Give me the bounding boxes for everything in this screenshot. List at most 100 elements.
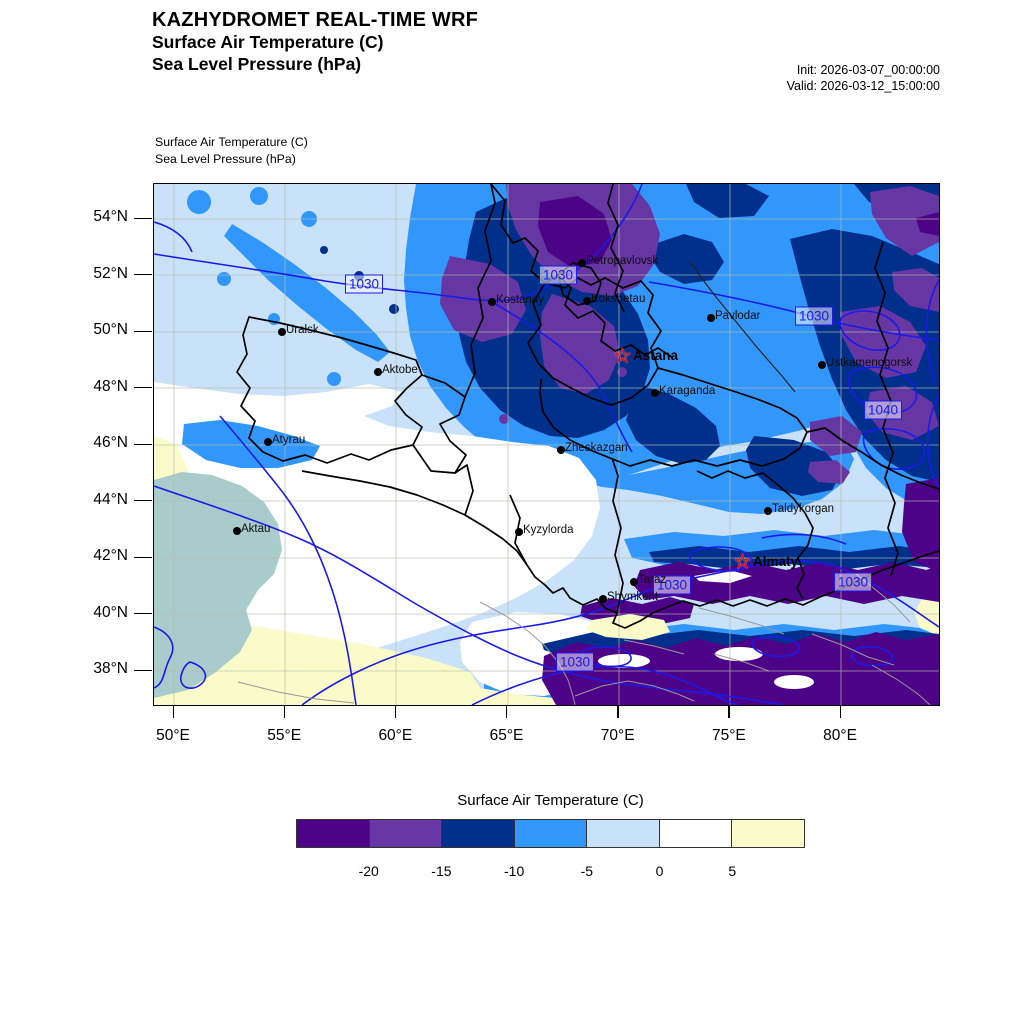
lat-tick-label: 50°N — [93, 321, 128, 338]
lat-tick-label: 40°N — [93, 603, 128, 621]
lon-tick-label: 70°E — [600, 727, 635, 744]
city-label: Zheskazgan — [565, 442, 628, 454]
colorbar-tick-label: -20 — [358, 863, 379, 879]
lon-tick-mark — [839, 705, 841, 718]
lon-tick-label: 75°E — [711, 727, 746, 744]
lon-tick-label: 55°E — [267, 727, 302, 744]
colorbar-tick-label: -10 — [504, 863, 525, 879]
city-label: Atyrau — [272, 434, 306, 446]
city-label: Uralsk — [286, 324, 319, 336]
city-label: Taraz — [638, 574, 667, 586]
city-label: Ustkamenogorsk — [826, 357, 913, 369]
lon-tick-label: 50°E — [156, 727, 190, 744]
colorbar-segment — [732, 820, 805, 847]
lat-tick-label: 48°N — [93, 377, 128, 395]
city-dot — [583, 297, 591, 305]
map-frame: 1030 1030 1030 1040 1030 1030 1030 Uralsk Aktob… — [93, 183, 940, 744]
city-dot — [764, 507, 772, 515]
city-dot — [557, 446, 565, 454]
colorbar-tick-label: 0 — [655, 863, 664, 879]
city-dot — [707, 314, 715, 322]
city-dot — [233, 527, 241, 535]
colorbar-segment — [514, 820, 588, 847]
colorbar-segment — [587, 820, 660, 847]
lat-tick-label: 46°N — [93, 434, 128, 451]
lon-tick-mark — [617, 705, 619, 718]
city-dot — [515, 528, 523, 536]
pressure-contour-label: 1040 — [863, 400, 903, 420]
lon-tick-mark — [172, 705, 174, 718]
lat-tick-mark — [134, 330, 152, 332]
lat-tick-label: 52°N — [93, 264, 128, 282]
lon-tick-label: 60°E — [378, 727, 413, 744]
pressure-contour-label: 1030 — [794, 306, 834, 326]
lat-tick-label: 44°N — [93, 490, 128, 508]
colorbar-segment — [369, 820, 443, 847]
capital-label: Astana — [633, 348, 679, 363]
valid-time: Valid: 2026-03-12_15:00:00 — [786, 79, 940, 94]
city-dot — [599, 595, 607, 603]
title-pressure-line: Sea Level Pressure (hPa) — [152, 53, 362, 74]
lon-tick-mark — [506, 705, 508, 718]
lat-tick-mark — [134, 274, 152, 276]
city-dot — [578, 259, 586, 267]
header-title-block: KAZHYDROMET REAL-TIME WRF Surface Air Te… — [152, 8, 478, 75]
colorbar-tick-label: -15 — [431, 863, 452, 879]
capital-label: Almaty — [753, 554, 799, 569]
city-label: Petropavlovsk — [586, 255, 659, 267]
lat-tick-label: 42°N — [93, 547, 128, 564]
map-subtitle-temp: Surface Air Temperature (C) — [155, 135, 308, 149]
city-label: Pavlodar — [715, 310, 761, 322]
colorbar-segment — [659, 820, 733, 847]
lat-tick-mark — [134, 387, 152, 389]
city-label: Taldykorgan — [772, 503, 835, 515]
city-dot — [630, 578, 638, 586]
city-dot — [651, 389, 659, 397]
city-dot — [818, 361, 826, 369]
pressure-contour-label: 1030 — [652, 575, 692, 595]
lon-tick-mark — [283, 705, 286, 718]
pressure-contour-label: 1030 — [538, 265, 578, 285]
colorbar-tick-label: 5 — [728, 863, 737, 879]
city-label: Kokshetau — [591, 293, 646, 305]
city-label: Aktau — [241, 523, 271, 535]
city-label: Shymkent — [607, 591, 659, 603]
capital-star-icon: ☆ — [614, 346, 632, 367]
city-dot — [264, 438, 272, 446]
capital-star-icon: ☆ — [734, 552, 752, 573]
lat-tick-mark — [134, 669, 152, 671]
city-label: Aktobe — [382, 364, 418, 376]
lat-tick-mark — [134, 443, 152, 445]
city-label: Kostanay — [496, 294, 544, 306]
colorbar-segment — [442, 820, 515, 847]
pressure-contour-label: 1030 — [555, 652, 595, 672]
city-label: Karaganda — [659, 385, 716, 397]
colorbar-segment — [297, 820, 370, 847]
map-subtitle: Surface Air Temperature (C) Sea Level Pr… — [155, 134, 308, 167]
city-dot — [488, 298, 496, 306]
init-time: Init: 2026-03-07_00:00:00 — [796, 63, 940, 77]
city-label: Kyzylorda — [523, 524, 574, 536]
lon-tick-label: 80°E — [823, 727, 857, 744]
colorbar-title: Surface Air Temperature (C) — [457, 792, 644, 809]
model-run-info: Init: 2026-03-07_00:00:00 Valid: 2026-03… — [787, 62, 940, 95]
lat-tick-mark — [134, 500, 152, 502]
city-dot — [374, 368, 382, 376]
map-canvas: 1030 1030 1030 1040 1030 1030 1030 Uralsk Aktob… — [153, 183, 940, 706]
pressure-contour-label: 1030 — [344, 274, 384, 294]
title-variable-line: Surface Air Temperature (C) — [152, 32, 384, 53]
city-dot — [278, 328, 286, 336]
lon-tick-label: 65°E — [489, 727, 524, 744]
lat-tick-mark — [134, 556, 152, 558]
map-subtitle-pressure: Sea Level Pressure (hPa) — [155, 151, 296, 166]
lon-tick-mark — [394, 705, 397, 718]
temperature-colorbar — [296, 819, 805, 848]
lat-tick-mark — [134, 613, 152, 615]
page-title: KAZHYDROMET REAL-TIME WRF — [152, 9, 479, 31]
lat-tick-label: 54°N — [93, 208, 128, 225]
lat-tick-label: 38°N — [93, 660, 128, 677]
lat-tick-mark — [134, 217, 152, 219]
pressure-contour-label: 1030 — [833, 572, 873, 592]
colorbar-tick-label: -5 — [580, 863, 594, 879]
